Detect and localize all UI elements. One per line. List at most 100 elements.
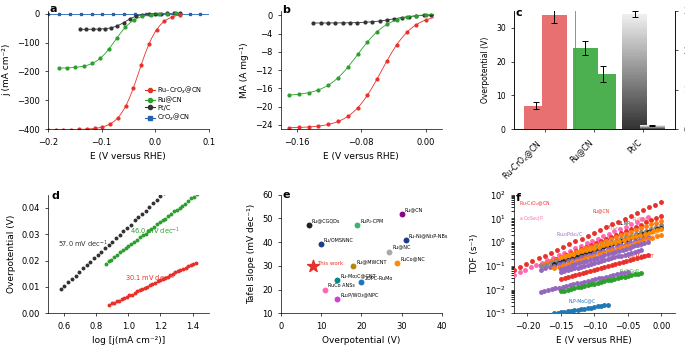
X-axis label: E (V versus RHE): E (V versus RHE) <box>90 152 166 161</box>
Y-axis label: MA (A mg⁻¹): MA (A mg⁻¹) <box>240 42 249 98</box>
Text: P-Fe$_2$O$_3$/IF: P-Fe$_2$O$_3$/IF <box>559 263 584 272</box>
Point <box>356 279 367 285</box>
Text: Ru@CN: Ru@CN <box>404 207 423 212</box>
Text: L-RP/C: L-RP/C <box>646 227 661 232</box>
Bar <box>622 40 647 42</box>
Point <box>308 263 319 269</box>
Text: Ru-CrO$_x$@CN: Ru-CrO$_x$@CN <box>519 199 550 208</box>
Text: 57.0 mV dec$^{-1}$: 57.0 mV dec$^{-1}$ <box>58 239 108 250</box>
Text: Ru₂P/WO₃@NPC: Ru₂P/WO₃@NPC <box>340 292 378 297</box>
Bar <box>622 53 647 56</box>
Bar <box>542 15 566 129</box>
Point <box>400 237 411 242</box>
Bar <box>622 120 647 122</box>
Point <box>332 277 342 283</box>
Bar <box>622 16 647 19</box>
Bar <box>622 65 647 67</box>
Text: a: a <box>49 4 57 14</box>
Point <box>316 242 327 247</box>
Text: a-CoSe$_2$|P: a-CoSe$_2$|P <box>519 214 543 223</box>
Bar <box>622 72 647 74</box>
Text: Co-Ni$_5$-NSa: Co-Ni$_5$-NSa <box>616 242 643 251</box>
Bar <box>622 30 647 32</box>
Bar <box>622 106 647 109</box>
Bar <box>622 56 647 58</box>
Y-axis label: TOF (s⁻¹): TOF (s⁻¹) <box>470 234 479 274</box>
X-axis label: E (V versus RHE): E (V versus RHE) <box>556 336 632 345</box>
Legend: Ru–CrO$_x$@CN, Ru@CN, Pt/C, CrO$_x$@CN: Ru–CrO$_x$@CN, Ru@CN, Pt/C, CrO$_x$@CN <box>142 82 206 126</box>
Bar <box>622 125 647 127</box>
Point <box>303 222 314 228</box>
Point <box>332 296 342 302</box>
Text: Ru@CN: Ru@CN <box>593 208 610 213</box>
Text: SLNP: SLNP <box>619 220 631 225</box>
Y-axis label: Overpotential (V): Overpotential (V) <box>482 37 490 103</box>
Bar <box>622 99 647 102</box>
Bar <box>573 48 598 129</box>
Text: 2DPC-RuMo: 2DPC-RuMo <box>364 276 393 281</box>
Bar <box>622 23 647 26</box>
Text: Ru/OMSNNC: Ru/OMSNNC <box>324 238 354 243</box>
Text: Ru-Mo₂C@CNT: Ru-Mo₂C@CNT <box>340 273 375 278</box>
Text: N,P-MoC@C: N,P-MoC@C <box>569 298 596 303</box>
Y-axis label: Overpotential (V): Overpotential (V) <box>7 215 16 293</box>
Bar <box>622 122 647 125</box>
Bar <box>622 76 647 79</box>
Bar <box>622 46 647 49</box>
Point <box>396 211 407 216</box>
Point <box>320 287 331 292</box>
Bar <box>622 90 647 93</box>
Text: RuP₂-CPM: RuP₂-CPM <box>360 219 384 224</box>
Point <box>352 222 363 228</box>
Text: e: e <box>283 190 290 200</box>
Text: d: d <box>51 190 59 200</box>
Point <box>384 249 395 255</box>
Bar <box>622 95 647 97</box>
Bar <box>622 118 647 120</box>
Y-axis label: j (mA cm⁻²): j (mA cm⁻²) <box>2 44 11 96</box>
X-axis label: E (V versus RHE): E (V versus RHE) <box>323 152 399 161</box>
Text: Ru-Ni@Ni₃P-NBs: Ru-Ni@Ni₃P-NBs <box>408 233 448 238</box>
Text: Ru@MWCNT: Ru@MWCNT <box>356 259 386 264</box>
Bar <box>622 109 647 111</box>
Bar <box>622 28 647 30</box>
Bar <box>622 58 647 60</box>
Bar <box>622 63 647 65</box>
X-axis label: Overpotential (V): Overpotential (V) <box>322 336 401 345</box>
Y-axis label: Tafel slope (mV dec⁻¹): Tafel slope (mV dec⁻¹) <box>247 204 256 304</box>
Bar <box>622 60 647 63</box>
Bar <box>622 74 647 76</box>
Text: Ru@NC: Ru@NC <box>393 245 410 250</box>
Text: f: f <box>515 193 521 203</box>
Bar <box>622 93 647 95</box>
Text: Ru@MWCNT: Ru@MWCNT <box>626 254 654 259</box>
Bar <box>622 49 647 51</box>
Bar <box>622 81 647 83</box>
Text: 46.0 mV dec$^{-1}$: 46.0 mV dec$^{-1}$ <box>130 225 180 237</box>
Bar <box>622 14 647 16</box>
Bar <box>622 21 647 23</box>
Bar <box>622 104 647 106</box>
Text: b: b <box>283 5 290 15</box>
Text: RuCo ANSs: RuCo ANSs <box>328 283 355 288</box>
Bar <box>622 127 647 129</box>
Bar <box>622 83 647 85</box>
X-axis label: log [j(mA cm⁻²)]: log [j(mA cm⁻²)] <box>92 336 165 345</box>
Bar <box>622 111 647 113</box>
Bar <box>622 67 647 69</box>
Bar <box>622 44 647 46</box>
Text: RuCo@NC: RuCo@NC <box>400 257 425 262</box>
Bar <box>622 26 647 28</box>
Text: Ru@CGQDs: Ru@CGQDs <box>312 219 340 224</box>
Bar <box>622 32 647 35</box>
Bar <box>622 115 647 118</box>
Bar <box>622 113 647 115</box>
Bar <box>622 102 647 104</box>
Text: Ru@GnP: Ru@GnP <box>619 268 639 273</box>
Bar <box>622 85 647 88</box>
Text: Ru@NC: Ru@NC <box>632 217 649 222</box>
Bar <box>622 37 647 40</box>
Text: CoP/Ni-Pd/CoP: CoP/Ni-Pd/CoP <box>626 232 658 237</box>
Text: c: c <box>516 8 523 18</box>
Bar <box>622 42 647 44</box>
